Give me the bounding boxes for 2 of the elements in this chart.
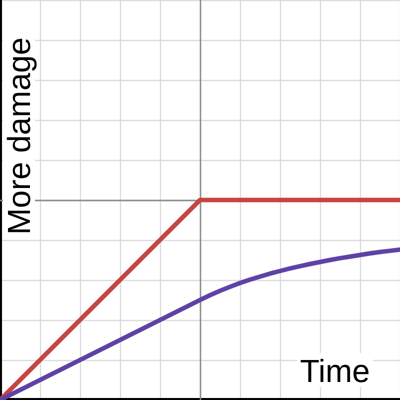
x-axis-title: Time: [300, 353, 370, 389]
y-axis-title: More damage: [1, 37, 37, 235]
